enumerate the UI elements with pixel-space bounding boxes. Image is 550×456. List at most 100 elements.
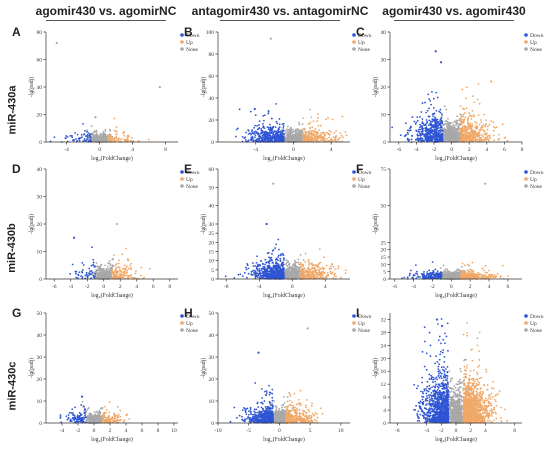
point-down [271,259,273,262]
point-up [139,274,142,277]
legend-swatch-down [180,33,184,37]
point-up [130,140,133,142]
point-up [463,137,465,139]
point-up [302,270,305,273]
point-up [467,116,470,119]
point-up [324,276,327,279]
point-none [292,274,295,277]
point-up [333,131,336,134]
point-down [276,135,278,138]
point-up [476,98,479,101]
point-down [414,123,417,125]
point-none [290,128,293,130]
point-down [420,133,423,136]
point-none [297,135,299,137]
point-up [470,118,473,120]
point-down [84,274,87,277]
point-none [294,261,296,264]
point-none [451,137,454,139]
point-down [277,139,280,142]
point-up [311,266,314,269]
point-up [304,271,306,274]
point-none [292,267,295,270]
point-up [504,136,507,139]
point-down [82,133,85,136]
point-down [283,129,285,132]
point-up [111,268,114,271]
point-none [290,129,293,132]
point-up [320,276,323,279]
point-down [440,117,443,119]
point-none [285,259,288,262]
point-up [460,123,463,126]
point-up [116,275,118,278]
y-tick-label: 80 [209,52,215,58]
point-up [119,139,122,141]
point-up [485,119,487,121]
point-down [262,119,265,122]
point-none [297,261,300,264]
point-up [125,265,128,268]
point-none [445,108,448,111]
point-down [419,123,421,126]
point-up [462,129,464,132]
point-up [114,276,117,279]
legend-swatch-down [180,170,184,174]
point-down [86,130,88,133]
point-up [307,133,309,136]
point-none [95,265,98,268]
point-up [501,123,504,126]
y-tick-label: 100 [206,30,215,36]
point-up [118,266,121,269]
point-none [453,120,456,123]
point-up [134,272,137,275]
point-none [297,274,300,277]
point-up [465,138,468,141]
point-up [459,120,462,123]
point-down [83,138,86,140]
point-up [478,102,481,105]
point-down [435,128,438,130]
point-up [137,140,140,142]
point-up [310,116,313,119]
point-up [466,119,469,122]
x-tick-label: 8 [168,284,171,290]
point-up [312,120,315,123]
point-none [444,132,447,135]
point-down [262,274,265,277]
point-up [465,129,468,131]
volcano-plot-d: D -6 -4 -2 0 2 4 6 8 0 10 20 30 40 log₂(FoldChange) -lg… [12,162,200,301]
point-up [473,134,475,137]
point-up [467,125,470,127]
point-down [411,135,414,137]
point-none [295,136,298,139]
point-up [125,271,128,274]
point-none [112,265,115,268]
point-up [316,266,319,268]
point-up [345,134,348,137]
legend-swatch-down [524,33,528,37]
point-up [462,113,465,116]
x-tick-label: -4 [414,147,419,153]
point-down [264,263,266,266]
point-down [264,130,267,133]
point-none [444,120,447,123]
point-up [460,114,463,116]
point-up [311,276,314,279]
point-up [148,267,151,270]
point-up [303,267,306,270]
point-down [415,130,418,132]
point-none [300,133,303,135]
point-up [322,276,325,279]
point-outlier [253,107,256,111]
point-none [285,128,288,131]
point-up [467,118,469,121]
point-down [254,134,257,137]
point-up [304,252,307,255]
points-group [391,50,509,143]
point-none [96,137,99,140]
point-down [415,138,418,141]
point-down [92,264,94,266]
point-down [411,116,414,119]
point-none [104,274,107,277]
